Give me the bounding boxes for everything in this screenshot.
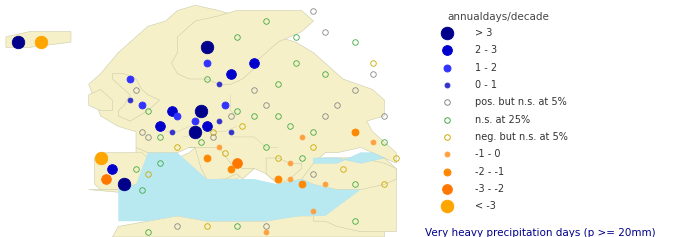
Polygon shape: [266, 158, 302, 184]
Polygon shape: [118, 153, 361, 221]
Polygon shape: [437, 147, 449, 184]
Text: < -3: < -3: [475, 201, 495, 211]
Text: Very heavy precipitation days (p >= 20mm)
Changes in 1976–1999: Very heavy precipitation days (p >= 20mm…: [425, 228, 656, 237]
Text: 2 - 3: 2 - 3: [475, 46, 497, 55]
Polygon shape: [313, 153, 384, 163]
Polygon shape: [6, 32, 71, 47]
Text: -2 - -1: -2 - -1: [475, 167, 504, 177]
Text: n.s. at 25%: n.s. at 25%: [475, 115, 530, 125]
Polygon shape: [95, 147, 166, 190]
Polygon shape: [313, 158, 396, 232]
Text: -3 - -2: -3 - -2: [475, 184, 504, 194]
Polygon shape: [302, 158, 396, 190]
Polygon shape: [89, 90, 112, 111]
Polygon shape: [112, 74, 159, 121]
Text: neg. but n.s. at 5%: neg. but n.s. at 5%: [475, 132, 568, 142]
Polygon shape: [172, 10, 313, 84]
Text: annualdays/decade: annualdays/decade: [447, 12, 549, 22]
Text: pos. but n.s. at 5%: pos. but n.s. at 5%: [475, 97, 566, 107]
Text: > 3: > 3: [475, 28, 492, 38]
Polygon shape: [89, 5, 396, 195]
Polygon shape: [189, 147, 255, 184]
Text: -1 - 0: -1 - 0: [475, 149, 500, 159]
Polygon shape: [112, 216, 384, 237]
Text: 1 - 2: 1 - 2: [475, 63, 497, 73]
Text: 0 - 1: 0 - 1: [475, 80, 497, 90]
